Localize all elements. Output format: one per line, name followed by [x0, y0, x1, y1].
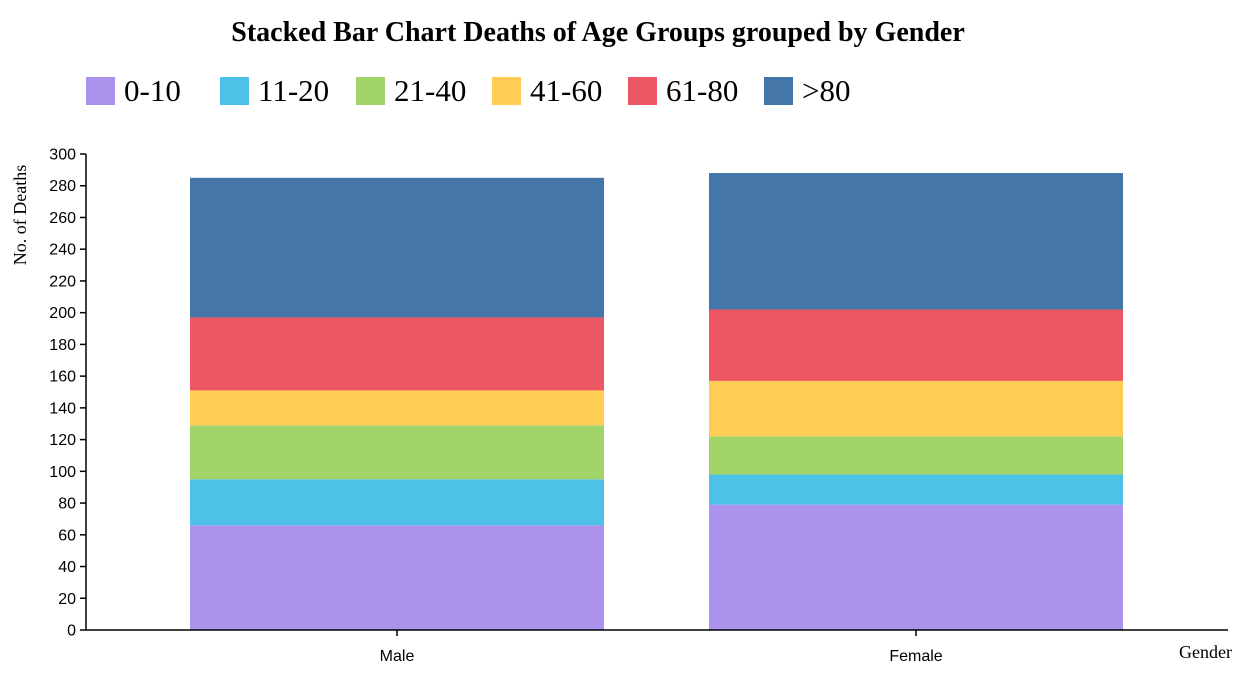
y-tick-label: 40: [58, 559, 76, 576]
y-tick-label: 100: [49, 464, 76, 481]
y-tick-label: 240: [49, 242, 76, 259]
legend-label-6: >80: [802, 73, 850, 108]
y-tick-label: 200: [49, 305, 76, 322]
bar-male-41-60: [190, 390, 604, 426]
bar-female-41-60: [709, 380, 1123, 437]
legend: 0-10 11-20 21-40 41-60 61-80 >80: [86, 73, 850, 108]
legend-label-1: 0-10: [124, 73, 181, 108]
chart-title: Stacked Bar Chart Deaths of Age Groups g…: [231, 17, 965, 48]
bar-female-21-40: [709, 436, 1123, 475]
x-category-label: Female: [889, 648, 942, 665]
y-tick-label: 260: [49, 210, 76, 227]
y-axis: 0 20 40 60 80 100 120 140 160 180 200 220 240 260 280 3…: [49, 147, 87, 640]
y-tick-label: 180: [49, 337, 76, 354]
x-category-label: Male: [380, 648, 415, 665]
legend-swatch-3: [356, 77, 385, 105]
bar-male-11-20: [190, 479, 604, 526]
bar-female-over80: [709, 173, 1123, 310]
bar-male-0-10: [190, 525, 604, 630]
x-axis: Male Female: [86, 629, 1228, 665]
bar-male-over80: [190, 177, 604, 318]
legend-swatch-1: [86, 77, 115, 105]
bar-female-0-10: [709, 504, 1123, 630]
bar-female-11-20: [709, 474, 1123, 505]
y-tick-label: 80: [58, 496, 76, 513]
y-axis-title: No. of Deaths: [10, 165, 30, 265]
y-tick-label: 120: [49, 432, 76, 449]
y-tick-label: 20: [58, 591, 76, 608]
legend-swatch-4: [492, 77, 521, 105]
bars: [190, 173, 1123, 630]
legend-label-2: 11-20: [258, 73, 329, 108]
bar-male-61-80: [190, 317, 604, 391]
legend-label-5: 61-80: [666, 73, 738, 108]
y-tick-label: 160: [49, 369, 76, 386]
legend-label-3: 21-40: [394, 73, 466, 108]
y-tick-label: 0: [67, 623, 76, 640]
legend-swatch-5: [628, 77, 657, 105]
y-tick-label: 140: [49, 400, 76, 417]
legend-swatch-2: [220, 77, 249, 105]
x-axis-title: Gender: [1179, 642, 1232, 662]
y-tick-label: 280: [49, 178, 76, 195]
legend-swatch-6: [764, 77, 793, 105]
bar-male-21-40: [190, 425, 604, 480]
y-tick-label: 300: [49, 147, 76, 164]
bar-female-61-80: [709, 309, 1123, 381]
legend-label-4: 41-60: [530, 73, 602, 108]
y-tick-label: 60: [58, 527, 76, 544]
y-tick-label: 220: [49, 273, 76, 290]
